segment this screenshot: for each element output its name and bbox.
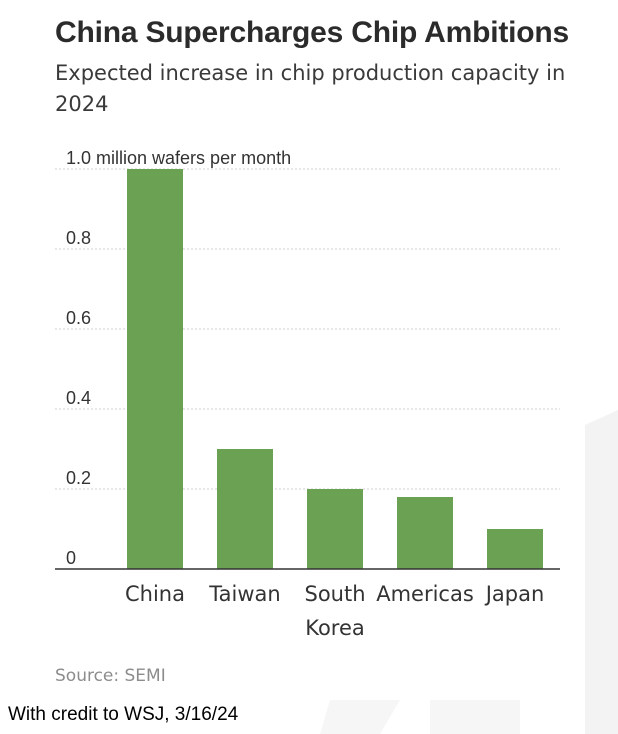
bar	[217, 449, 273, 569]
x-tick-label: Korea	[305, 616, 365, 640]
credit-note: With credit to WSJ, 3/16/24	[8, 704, 239, 725]
x-tick-label: China	[125, 582, 185, 606]
bar-chart: 0 0.2 0.4 0.6 0.8 1.0 million wafers per mont…	[55, 148, 560, 640]
source-note: Source: SEMI	[55, 666, 166, 686]
y-tick-labels: 0 0.2 0.4 0.6 0.8 1.0 million wafers per mont…	[66, 148, 291, 568]
y-tick-label: 0.4	[66, 388, 91, 408]
bar	[127, 169, 183, 569]
y-tick-label: 0.6	[66, 308, 91, 328]
chart-subtitle: Expected increase in chip production cap…	[55, 61, 566, 116]
y-tick-label: 0.2	[66, 468, 91, 488]
bar	[307, 489, 363, 569]
y-tick-label: 0.8	[66, 228, 91, 248]
chart-title: China Supercharges Chip Ambitions	[55, 16, 570, 49]
y-tick-label: 0	[66, 548, 76, 568]
x-tick-labels: China Taiwan South Korea Americas Japan	[125, 582, 544, 640]
bar	[397, 497, 453, 569]
x-tick-label: South	[304, 582, 365, 606]
x-tick-label: Taiwan	[208, 582, 280, 606]
bars	[127, 169, 543, 569]
x-tick-label: Americas	[376, 582, 474, 606]
y-tick-label: 1.0 million wafers per month	[66, 148, 291, 168]
x-tick-label: Japan	[484, 582, 545, 606]
bar	[487, 529, 543, 569]
